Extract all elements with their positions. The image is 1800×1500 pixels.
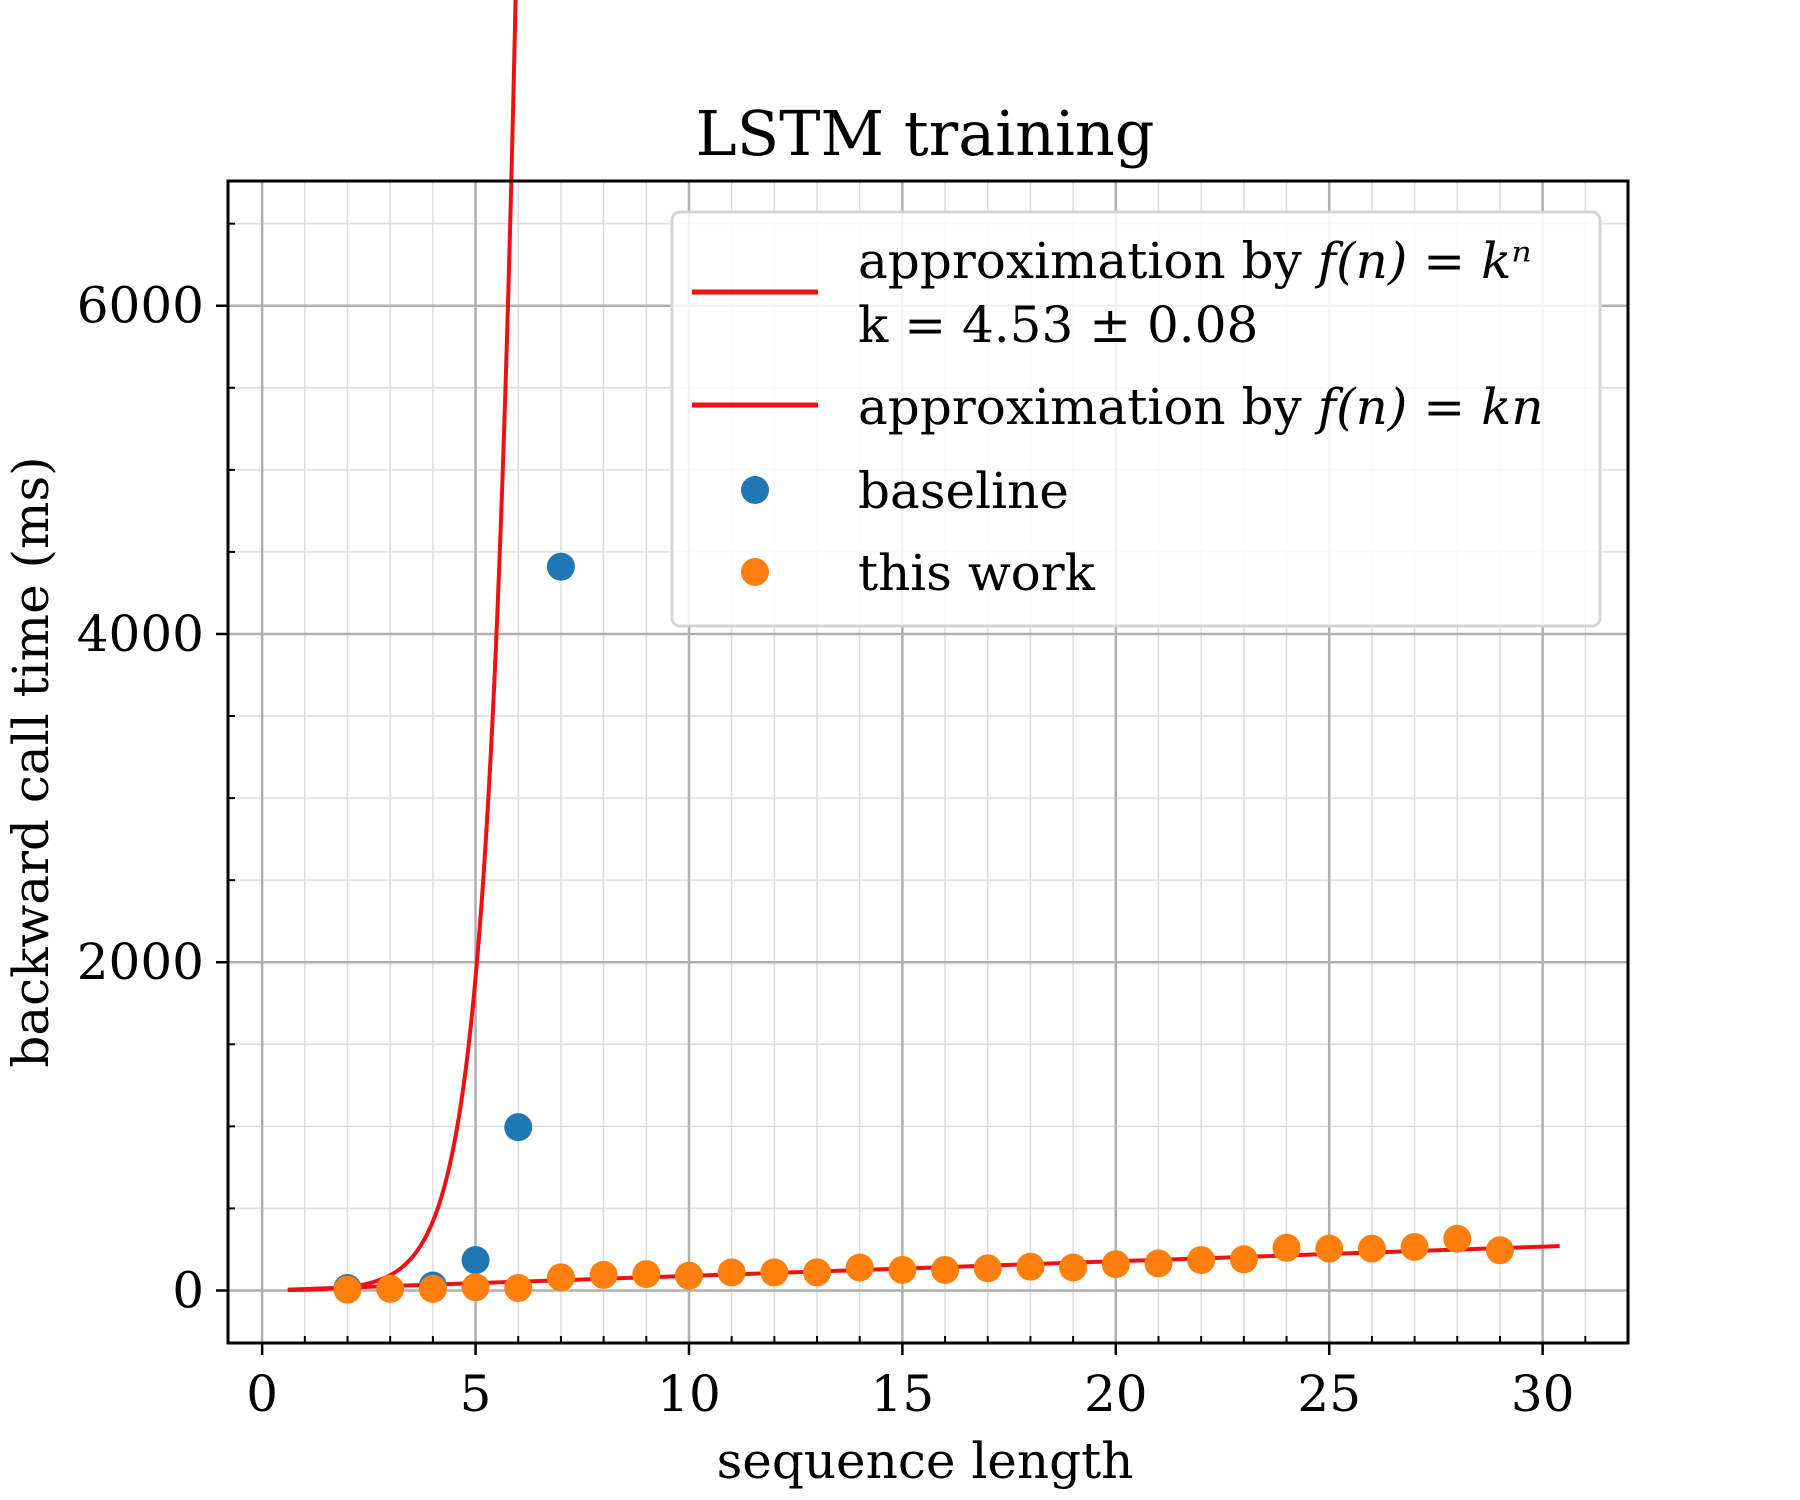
legend-lin-fit-prefix: approximation by xyxy=(858,378,1318,436)
this-work-point xyxy=(546,1263,575,1292)
y-tick-label: 2000 xyxy=(77,933,204,991)
this-work-point xyxy=(1187,1246,1216,1275)
y-tick-label: 4000 xyxy=(77,605,204,663)
this-work-point xyxy=(632,1260,661,1289)
this-work-point xyxy=(376,1274,405,1303)
y-tick-label: 6000 xyxy=(77,277,204,335)
baseline-point xyxy=(504,1113,533,1142)
this-work-point xyxy=(1400,1232,1429,1261)
this-work-point xyxy=(1357,1234,1386,1263)
legend-lin-fit-label: approximation by f(n) = kn xyxy=(858,378,1544,436)
x-tick-label: 25 xyxy=(1297,1365,1361,1423)
this-work-point xyxy=(973,1254,1002,1283)
this-work-point xyxy=(1059,1253,1088,1282)
this-work-point xyxy=(1485,1236,1514,1265)
x-tick-label: 15 xyxy=(871,1365,935,1423)
this-work-point xyxy=(803,1258,832,1287)
baseline-point xyxy=(546,552,575,581)
this-work-point xyxy=(333,1275,362,1304)
x-tick-label: 5 xyxy=(460,1365,492,1423)
this-work-point xyxy=(418,1274,447,1303)
legend-exp-fit-param: k = 4.53 ± 0.08 xyxy=(858,296,1258,354)
this-work-point xyxy=(1229,1245,1258,1274)
x-tick-label: 10 xyxy=(657,1365,721,1423)
x-tick-label: 30 xyxy=(1511,1365,1575,1423)
this-work-point xyxy=(589,1260,618,1289)
this-work-point xyxy=(1016,1252,1045,1281)
tick-labels: 0 5 10 15 20 25 30 0 2000 4000 6000 xyxy=(77,277,1575,1423)
x-axis-label: sequence length xyxy=(717,1432,1134,1490)
x-tick-label: 20 xyxy=(1084,1365,1148,1423)
axes xyxy=(226,179,1630,1345)
baseline-point xyxy=(461,1246,490,1275)
legend-this-work-marker xyxy=(741,558,769,586)
chart-title: LSTM training xyxy=(696,97,1155,170)
legend-baseline-marker xyxy=(741,476,769,504)
this-work-point xyxy=(674,1261,703,1290)
this-work-point xyxy=(888,1255,917,1284)
x-tick-label: 0 xyxy=(246,1365,278,1423)
this-work-point xyxy=(504,1274,533,1303)
legend: approximation by f(n) = kⁿ k = 4.53 ± 0.… xyxy=(670,210,1602,628)
linear-fit-line xyxy=(287,1244,1560,1292)
fit-lines xyxy=(287,0,1560,1293)
y-axis-label: backward call time (ms) xyxy=(2,456,60,1067)
this-work-point xyxy=(717,1258,746,1287)
data-points xyxy=(333,552,1514,1304)
this-work-point xyxy=(1272,1233,1301,1262)
this-work-point xyxy=(931,1255,960,1284)
this-work-point xyxy=(461,1273,490,1302)
exponential-fit-line xyxy=(287,0,518,1293)
ticks xyxy=(216,222,1629,1355)
this-work-point xyxy=(760,1258,789,1287)
legend-this-work-label: this work xyxy=(858,544,1096,602)
legend-exp-fit-prefix: approximation by xyxy=(858,232,1318,290)
legend-baseline-label: baseline xyxy=(858,462,1069,520)
plot-frame xyxy=(226,179,1630,1345)
this-work-point xyxy=(845,1253,874,1282)
this-work-point xyxy=(1315,1234,1344,1263)
this-work-point xyxy=(1144,1249,1173,1278)
legend-box xyxy=(670,210,1602,628)
legend-exp-fit-formula: f(n) = kⁿ xyxy=(1314,232,1532,290)
legend-lin-fit-formula: f(n) = kn xyxy=(1314,378,1544,436)
legend-exp-fit-label: approximation by f(n) = kⁿ xyxy=(858,232,1532,290)
this-work-point xyxy=(1443,1224,1472,1253)
y-tick-label: 0 xyxy=(172,1261,204,1319)
this-work-point xyxy=(1101,1250,1130,1279)
